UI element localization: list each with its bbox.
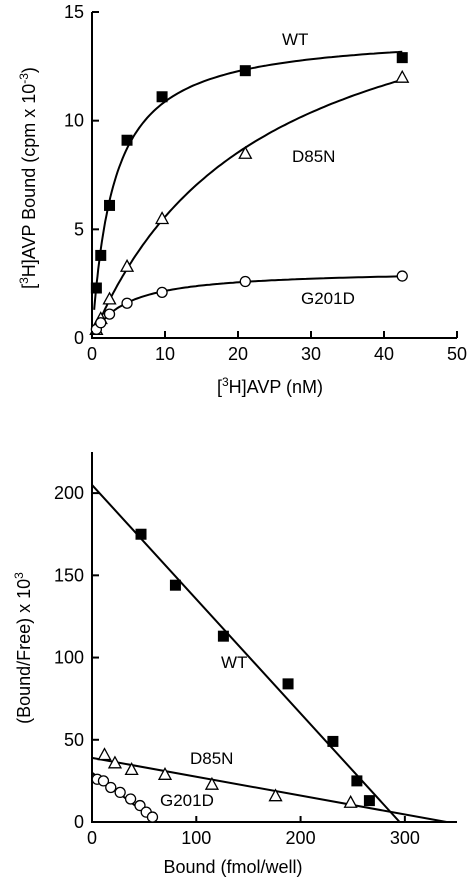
saturation-y-tick-label-0: 0 — [74, 328, 84, 348]
scatchard-series-label-d85n: D85N — [190, 749, 233, 768]
saturation-g201d-point-2 — [103, 308, 116, 320]
scatchard-x-tick-label-0: 0 — [87, 828, 97, 848]
saturation-d85n-point-4 — [154, 211, 170, 225]
scatchard-y-axis-title: (Bound/Free) x 103 — [12, 572, 34, 724]
saturation-wt-fit-curve — [93, 50, 403, 310]
scatchard-y-tick-label-150: 150 — [54, 565, 84, 585]
saturation-g201d-point-6 — [396, 270, 408, 282]
saturation-series-label-g201d: G201D — [301, 289, 355, 308]
saturation-wt-point-3 — [121, 134, 133, 146]
saturation-g201d-point-4 — [156, 286, 168, 299]
scatchard-d85n-point-0 — [97, 747, 112, 761]
scatchard-series-label-g201d: G201D — [160, 791, 214, 810]
scatchard-y-tick-label-200: 200 — [54, 483, 84, 503]
scatchard-g201d-point-3 — [114, 786, 126, 799]
saturation-plot-area — [89, 12, 457, 339]
saturation-wt-point-2 — [104, 199, 116, 211]
scatchard-y-tick-label-100: 100 — [54, 648, 84, 668]
scatchard-d85n-point-3 — [157, 766, 173, 780]
scatchard-wt-point-3 — [282, 678, 294, 690]
scatchard-g201d-point-7 — [146, 811, 159, 823]
scatchard-d85n-point-6 — [343, 794, 358, 808]
scatchard-d85n-fit-line — [91, 756, 447, 823]
saturation-y-tick-label-5: 5 — [74, 219, 84, 239]
saturation-series-label-d85n: D85N — [292, 147, 335, 166]
scatchard-wt-point-2 — [217, 630, 229, 642]
scatchard-x-axis-title: Bound (fmol/well) — [163, 857, 302, 877]
saturation-wt-point-4 — [156, 91, 168, 103]
scatchard-d85n-point-1 — [107, 755, 123, 769]
scatchard-wt-point-4 — [327, 735, 339, 747]
saturation-y-tick-label-15: 15 — [64, 2, 84, 22]
scatchard-y-tick-label-50: 50 — [64, 730, 84, 750]
scatchard-d85n-point-4 — [204, 776, 220, 790]
saturation-x-tick-label-30: 30 — [301, 344, 321, 364]
scatchard-x-tick-label-200: 200 — [286, 828, 316, 848]
scatchard-x-tick-label-100: 100 — [181, 828, 211, 848]
saturation-x-tick-label-0: 0 — [87, 344, 97, 364]
scatchard-wt-point-5 — [351, 775, 363, 787]
scatchard-wt-point-0 — [135, 528, 147, 540]
scatchard-y-tick-label-0: 0 — [74, 812, 84, 832]
scatchard-d85n-point-2 — [124, 762, 139, 776]
saturation-g201d-point-1 — [95, 317, 107, 329]
scatchard-axes — [91, 452, 457, 823]
scatchard-g201d-point-1 — [97, 775, 110, 787]
saturation-d85n-point-2 — [102, 291, 117, 305]
saturation-d85n-point-3 — [119, 258, 135, 272]
saturation-d85n-fit-curve — [93, 78, 403, 334]
saturation-wt-point-0 — [90, 282, 102, 294]
saturation-x-tick-label-40: 40 — [374, 344, 394, 364]
scatchard-d85n-point-5 — [268, 788, 283, 802]
saturation-g201d-point-3 — [121, 297, 133, 309]
saturation-series-label-wt: WT — [282, 30, 308, 49]
saturation-x-tick-label-20: 20 — [228, 344, 248, 364]
scatchard-axis-ticks: 0 50 100 150 200 0 100 200 300 — [54, 483, 420, 848]
scatchard-g201d-point-4 — [124, 793, 137, 805]
saturation-binding-chart: 0 5 10 15 0 10 20 30 40 50 WT D85N G201D [3H]AVP … — [17, 2, 467, 397]
scatchard-wt-point-6 — [363, 795, 375, 807]
scatchard-wt-point-1 — [169, 579, 181, 591]
saturation-g201d-point-5 — [239, 275, 251, 288]
saturation-wt-point-1 — [95, 249, 107, 261]
saturation-wt-point-5 — [239, 65, 251, 77]
scatchard-x-tick-label-300: 300 — [390, 828, 420, 848]
scatchard-chart: 0 50 100 150 200 0 100 200 300 WT D85N G201D Bou… — [12, 452, 457, 877]
saturation-d85n-point-6 — [395, 69, 410, 83]
saturation-axis-ticks: 0 5 10 15 0 10 20 30 40 50 — [64, 2, 467, 364]
saturation-d85n-point-5 — [238, 145, 253, 159]
scatchard-wt-fit-line — [91, 484, 401, 823]
saturation-y-axis-title: [3H]AVP Bound (cpm x 10-3) — [17, 67, 39, 289]
scatchard-plot-area — [91, 452, 457, 823]
saturation-x-tick-label-50: 50 — [447, 344, 467, 364]
saturation-x-tick-label-10: 10 — [155, 344, 175, 364]
saturation-x-axis-title: [3H]AVP (nM) — [217, 375, 323, 397]
saturation-y-tick-label-10: 10 — [64, 111, 84, 131]
saturation-wt-point-6 — [396, 52, 408, 64]
scatchard-g201d-point-2 — [105, 781, 117, 794]
scatchard-series-label-wt: WT — [221, 653, 247, 672]
